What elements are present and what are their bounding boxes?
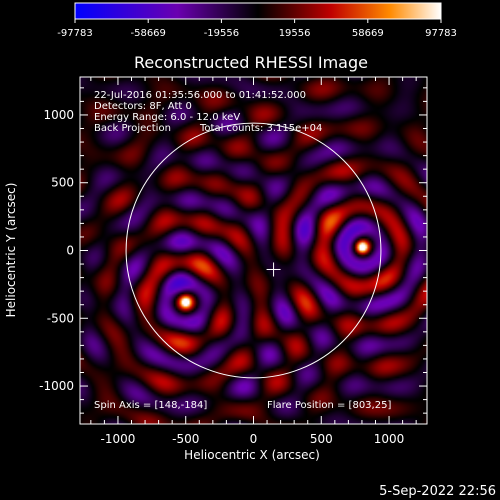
x-tick-label: 0 — [250, 432, 258, 446]
footer-timestamp: 5-Sep-2022 22:56 — [379, 484, 496, 499]
solar-limb-circle — [125, 122, 382, 379]
spin-axis-marker — [266, 262, 281, 277]
colorbar-tick-label: -58669 — [130, 28, 165, 39]
x-tick-label: -1000 — [101, 432, 136, 446]
colorbar-tick-label: 19556 — [279, 28, 311, 39]
annotation-detectors: Detectors: 8F, Att 0 — [94, 101, 192, 112]
y-tick-label: -500 — [47, 311, 74, 325]
info-annotations: 22-Jul-2016 01:35:56.000 to 01:41:52.000… — [94, 90, 322, 134]
colorbar-tick-label: 58669 — [352, 28, 384, 39]
axis-ticks: -1000 -500 0 500 1000 -1000 -500 0 500 1000 — [39, 77, 427, 446]
y-tick-label: -1000 — [39, 379, 74, 393]
x-tick-label: 1000 — [374, 432, 405, 446]
annotation-method: Back Projection — [94, 123, 171, 134]
colorbar-tick-label: 97783 — [425, 28, 457, 39]
x-tick-label: 500 — [310, 432, 333, 446]
annotation-time-range: 22-Jul-2016 01:35:56.000 to 01:41:52.000 — [94, 90, 306, 101]
colorbar — [74, 2, 442, 20]
flare-position-label: Flare Position = [803,25] — [267, 400, 391, 411]
spin-axis-label: Spin Axis = [148,-184] — [94, 400, 207, 411]
colorbar-labels: -97783 -58669 -19556 19556 58669 97783 — [57, 19, 457, 39]
colorbar-tick-label: -19556 — [204, 28, 239, 39]
y-tick-label: 0 — [66, 244, 74, 258]
chart-title: Reconstructed RHESSI Image — [134, 53, 368, 72]
y-tick-label: 500 — [51, 176, 74, 190]
y-tick-label: 1000 — [43, 108, 74, 122]
annotation-total-counts: Total counts: 3.115e+04 — [199, 123, 322, 134]
x-tick-label: -500 — [172, 432, 199, 446]
colorbar-tick-label: -97783 — [57, 28, 92, 39]
plot-image — [80, 77, 427, 424]
annotation-energy: Energy Range: 6.0 - 12.0 keV — [94, 112, 240, 123]
x-axis-label: Heliocentric X (arcsec) — [184, 448, 320, 462]
heatmap-image — [80, 77, 427, 424]
y-axis-label: Heliocentric Y (arcsec) — [4, 183, 18, 318]
